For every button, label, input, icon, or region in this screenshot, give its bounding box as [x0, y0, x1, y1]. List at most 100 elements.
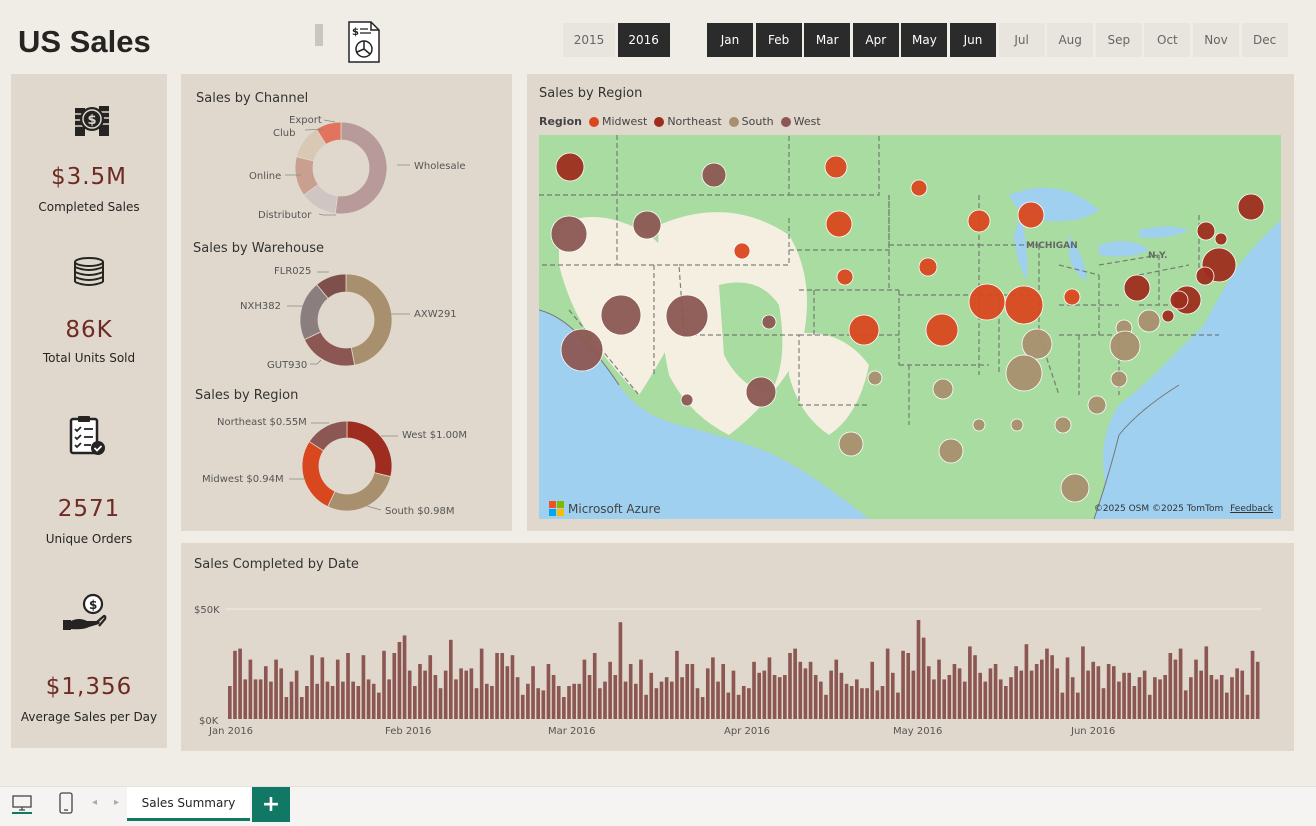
timeline-bar[interactable]: [664, 677, 669, 719]
timeline-bar[interactable]: [1070, 677, 1075, 719]
timeline-bar[interactable]: [495, 653, 499, 719]
timeline-bar[interactable]: [541, 690, 546, 719]
timeline-bar[interactable]: [305, 686, 309, 719]
timeline-bar[interactable]: [325, 681, 330, 719]
timeline-bar[interactable]: [952, 664, 957, 719]
timeline-bar[interactable]: [531, 666, 535, 719]
timeline-bar[interactable]: [1142, 670, 1147, 719]
prev-page-icon[interactable]: ◂: [92, 797, 98, 808]
map-bubble[interactable]: [1237, 193, 1265, 221]
timeline-bar[interactable]: [423, 670, 427, 719]
timeline-bar[interactable]: [238, 648, 242, 719]
timeline-bar[interactable]: [741, 686, 746, 719]
timeline-bar[interactable]: [865, 688, 869, 719]
timeline-bar[interactable]: [926, 666, 931, 719]
desktop-view-icon[interactable]: [11, 794, 33, 814]
timeline-bar[interactable]: [243, 679, 248, 719]
timeline-bar[interactable]: [592, 653, 597, 719]
timeline-bar[interactable]: [351, 681, 355, 719]
timeline-bar[interactable]: [1034, 664, 1039, 719]
map-bubble[interactable]: [1004, 285, 1044, 325]
timeline-bar[interactable]: [634, 683, 638, 719]
timeline-bar[interactable]: [330, 686, 335, 719]
timeline-bar[interactable]: [587, 675, 592, 719]
timeline-bar[interactable]: [839, 672, 844, 719]
timeline-bar[interactable]: [1214, 679, 1219, 719]
timeline-bar[interactable]: [356, 686, 361, 719]
timeline-bar[interactable]: [448, 639, 453, 719]
map-bubble[interactable]: [680, 393, 694, 407]
map-bubble[interactable]: [848, 314, 880, 346]
month-button-dec[interactable]: Dec: [1240, 22, 1289, 58]
map-bubble[interactable]: [733, 242, 751, 260]
map-bubble[interactable]: [825, 210, 853, 238]
donut-channel-slice-0[interactable]: [334, 121, 388, 215]
timeline-bar[interactable]: [233, 650, 237, 719]
tab-sales-summary[interactable]: Sales Summary: [127, 787, 250, 821]
timeline-bar[interactable]: [1230, 677, 1234, 719]
timeline-bar[interactable]: [654, 688, 659, 719]
month-button-feb[interactable]: Feb: [754, 22, 803, 58]
timeline-bar[interactable]: [1168, 653, 1173, 719]
timeline-bar[interactable]: [690, 664, 695, 719]
map-bubble[interactable]: [555, 152, 585, 182]
timeline-bar[interactable]: [1075, 692, 1080, 719]
timeline-bar[interactable]: [700, 697, 705, 719]
year-button-2016[interactable]: 2016: [616, 22, 671, 58]
timeline-bar[interactable]: [402, 635, 407, 719]
timeline-bar[interactable]: [711, 657, 715, 719]
map-bubble[interactable]: [838, 431, 864, 457]
timeline-bar[interactable]: [577, 683, 582, 719]
timeline-bar[interactable]: [757, 672, 761, 719]
timeline-bar[interactable]: [829, 670, 833, 719]
timeline-bar[interactable]: [1245, 694, 1250, 719]
legend-west[interactable]: West: [793, 115, 821, 128]
timeline-bar[interactable]: [793, 648, 797, 719]
timeline-bar[interactable]: [1096, 666, 1101, 719]
map-bubble[interactable]: [1021, 328, 1053, 360]
timeline-bar[interactable]: [526, 683, 530, 719]
timeline-bar[interactable]: [947, 675, 952, 719]
timeline-bar[interactable]: [819, 681, 823, 719]
month-button-aug[interactable]: Aug: [1046, 22, 1095, 58]
map-bubble[interactable]: [1169, 290, 1189, 310]
timeline-bar[interactable]: [258, 679, 263, 719]
map-bubble[interactable]: [600, 294, 642, 336]
timeline-bar[interactable]: [1127, 672, 1132, 719]
map-bubble[interactable]: [938, 438, 964, 464]
timeline-bar[interactable]: [1111, 666, 1116, 719]
timeline-bar[interactable]: [844, 683, 849, 719]
timeline-bar[interactable]: [269, 681, 273, 719]
timeline-bar[interactable]: [382, 650, 386, 719]
month-button-apr[interactable]: Apr: [851, 22, 900, 58]
map-bubble[interactable]: [867, 370, 883, 386]
timeline-bar[interactable]: [695, 688, 700, 719]
timeline-bar[interactable]: [1004, 686, 1008, 719]
timeline-bar[interactable]: [366, 679, 371, 719]
timeline-bar[interactable]: [1122, 672, 1126, 719]
month-button-nov[interactable]: Nov: [1192, 22, 1240, 58]
timeline-bar[interactable]: [1255, 661, 1260, 719]
timeline-bar[interactable]: [536, 688, 540, 719]
timeline-bar[interactable]: [1235, 668, 1239, 719]
timeline-bar[interactable]: [1240, 670, 1245, 719]
timeline-bar[interactable]: [1199, 670, 1203, 719]
timeline-bar[interactable]: [253, 679, 258, 719]
timeline-bar[interactable]: [747, 688, 751, 719]
timeline-bar[interactable]: [407, 670, 412, 719]
timeline-bar[interactable]: [1178, 648, 1183, 719]
timeline-bar[interactable]: [932, 679, 936, 719]
timeline-bar[interactable]: [413, 686, 417, 719]
timeline-bar[interactable]: [896, 692, 900, 719]
map-bubble[interactable]: [1161, 309, 1175, 323]
month-button-jun[interactable]: Jun: [949, 22, 997, 58]
timeline-bar[interactable]: [320, 657, 325, 719]
timeline-bar[interactable]: [870, 661, 875, 719]
timeline-bar[interactable]: [263, 666, 268, 719]
timeline-bar[interactable]: [515, 677, 520, 719]
timeline-bar[interactable]: [808, 661, 813, 719]
timeline-bar[interactable]: [1086, 670, 1090, 719]
timeline-bar[interactable]: [1106, 664, 1111, 719]
timeline-bar[interactable]: [644, 694, 648, 719]
timeline-bar[interactable]: [1024, 644, 1029, 719]
